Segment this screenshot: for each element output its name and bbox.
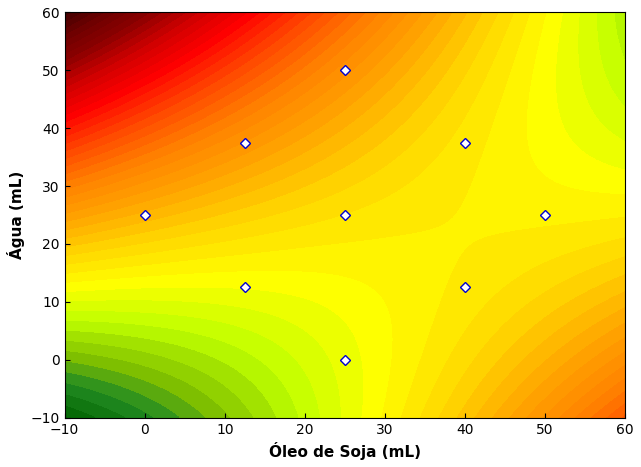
Y-axis label: Água (mL): Água (mL) bbox=[7, 171, 25, 259]
X-axis label: Óleo de Soja (mL): Óleo de Soja (mL) bbox=[269, 442, 421, 460]
